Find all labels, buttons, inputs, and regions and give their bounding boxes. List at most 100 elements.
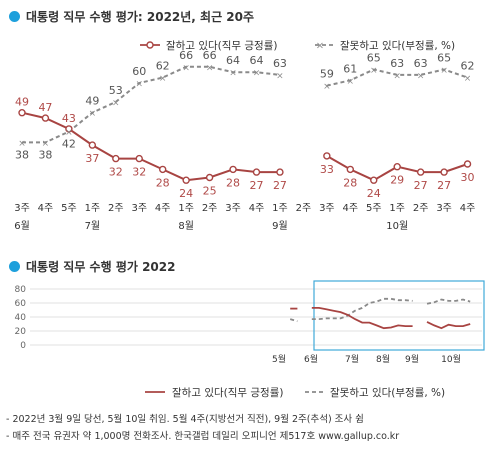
disapprove-data-label: 63 xyxy=(390,57,404,70)
disapprove-point: × xyxy=(89,109,97,119)
approve-point xyxy=(18,108,26,117)
y-tick-label: 20 xyxy=(15,327,27,337)
legend-label-approve: 잘하고 있다(직무 긍정률) xyxy=(166,39,277,52)
month-label: 9월 xyxy=(272,220,288,232)
disapprove-line xyxy=(22,65,281,144)
disapprove-point: × xyxy=(393,71,401,81)
approve-data-label: 43 xyxy=(62,112,76,125)
approve-data-label: 25 xyxy=(203,185,217,198)
disapprove-data-label: 63 xyxy=(414,57,428,70)
disapprove-data-label: 38 xyxy=(15,148,29,161)
x-tick-label: 3주 xyxy=(225,203,241,214)
disapprove-point: × xyxy=(464,74,472,84)
approve-data-label: 27 xyxy=(414,179,428,192)
disapprove-line xyxy=(326,68,468,87)
approve-data-label: 30 xyxy=(461,171,475,184)
legend-label-approve-overview: 잘하고 있다(직무 긍정률) xyxy=(172,386,283,399)
x-tick-label: 1주 xyxy=(272,203,288,214)
disapprove-point: × xyxy=(253,69,261,79)
approve-point xyxy=(252,168,261,176)
disapprove-line-overview xyxy=(426,298,471,305)
chart-title-bottom: 대통령 직무 수행 평가 2022 xyxy=(9,258,175,275)
month-label: 7월 xyxy=(85,220,101,232)
disapprove-data-label: 65 xyxy=(437,52,451,65)
month-label-overview: 6월 xyxy=(304,353,318,365)
approve-data-label: 24 xyxy=(367,187,381,200)
disapprove-data-label: 49 xyxy=(85,95,99,108)
month-label-overview: 9월 xyxy=(405,353,419,365)
disapprove-point: × xyxy=(229,69,237,79)
approve-point xyxy=(65,125,73,133)
approve-data-label: 32 xyxy=(109,166,123,179)
disapprove-point: × xyxy=(417,71,425,81)
approve-data-label: 27 xyxy=(437,179,451,192)
disapprove-point: × xyxy=(18,139,26,149)
disapprove-point: × xyxy=(206,63,214,73)
approve-point xyxy=(370,176,378,184)
chart-title-bottom-text: 대통령 직무 수행 평가 2022 xyxy=(26,260,176,274)
approve-data-label: 49 xyxy=(15,96,29,109)
approve-data-label: 47 xyxy=(38,101,52,114)
x-tick-label: 4주 xyxy=(155,203,171,214)
approve-line-overview xyxy=(311,307,413,330)
disapprove-point: × xyxy=(347,77,355,87)
disapprove-point: × xyxy=(440,66,448,76)
y-tick-label: 40 xyxy=(15,313,27,323)
approve-data-label: 27 xyxy=(273,179,287,192)
x-tick-label: 5주 xyxy=(366,203,382,214)
disapprove-line-overview xyxy=(311,297,413,320)
x-tick-label: 3주 xyxy=(131,203,147,214)
x-tick-label: 4주 xyxy=(343,203,359,214)
disapprove-point: × xyxy=(42,139,50,149)
approve-point xyxy=(463,160,472,168)
x-tick-label: 4주 xyxy=(38,203,54,214)
approve-point xyxy=(440,168,448,176)
disapprove-point: × xyxy=(370,66,378,76)
x-tick-label: 3주 xyxy=(319,203,335,214)
disapprove-data-label: 61 xyxy=(343,62,357,75)
month-label-overview: 10월 xyxy=(441,353,461,365)
disapprove-data-label: 64 xyxy=(226,54,240,67)
chart-title-top: 대통령 직무 수행 평가: 2022년, 최근 20주 xyxy=(9,8,254,25)
disapprove-data-label: 64 xyxy=(250,54,264,67)
month-label: 8월 xyxy=(178,220,194,232)
disapprove-point: × xyxy=(65,128,73,138)
legend-marker-disapprove: × xyxy=(316,41,324,52)
disapprove-data-label: 65 xyxy=(367,52,381,65)
disapprove-data-label: 62 xyxy=(461,60,475,73)
disapprove-point: × xyxy=(276,71,284,81)
legend-label-disapprove-overview: 잘못하고 있다(부정률, %) xyxy=(330,386,445,399)
approve-point xyxy=(182,176,190,184)
month-label: 6월 xyxy=(14,220,30,232)
disapprove-data-label: 63 xyxy=(273,57,287,70)
footnote-1: - 2022년 3월 9일 당선, 5월 10일 취임. 5월 4주(지방선거 … xyxy=(6,414,364,425)
approve-point xyxy=(158,165,167,174)
disapprove-data-label: 62 xyxy=(156,60,170,73)
title-bullet-icon xyxy=(9,261,20,272)
x-tick-label: 2주 xyxy=(296,203,312,214)
disapprove-point: × xyxy=(182,63,190,73)
title-bullet-icon xyxy=(9,11,20,22)
approve-data-label: 37 xyxy=(85,152,99,165)
disapprove-line-overview xyxy=(289,318,298,323)
month-label-overview: 8월 xyxy=(376,353,390,365)
approve-point xyxy=(276,168,284,176)
disapprove-point: × xyxy=(323,82,331,92)
month-label: 10월 xyxy=(386,220,408,232)
approve-point xyxy=(88,141,97,149)
approve-point xyxy=(229,165,237,174)
approve-point xyxy=(112,154,120,163)
approve-data-label: 28 xyxy=(156,176,170,189)
approve-data-label: 32 xyxy=(132,166,146,179)
x-tick-label: 1주 xyxy=(85,203,101,214)
disapprove-data-label: 59 xyxy=(320,68,334,81)
approve-data-label: 27 xyxy=(250,179,264,192)
recent-period-highlight xyxy=(313,280,485,351)
x-tick-label: 4주 xyxy=(460,203,476,214)
approve-point xyxy=(323,152,331,160)
disapprove-data-label: 53 xyxy=(109,84,123,97)
disapprove-point: × xyxy=(135,80,143,90)
x-tick-label: 5주 xyxy=(61,203,77,214)
chart-title-top-text: 대통령 직무 수행 평가: 2022년, 최근 20주 xyxy=(26,10,255,24)
